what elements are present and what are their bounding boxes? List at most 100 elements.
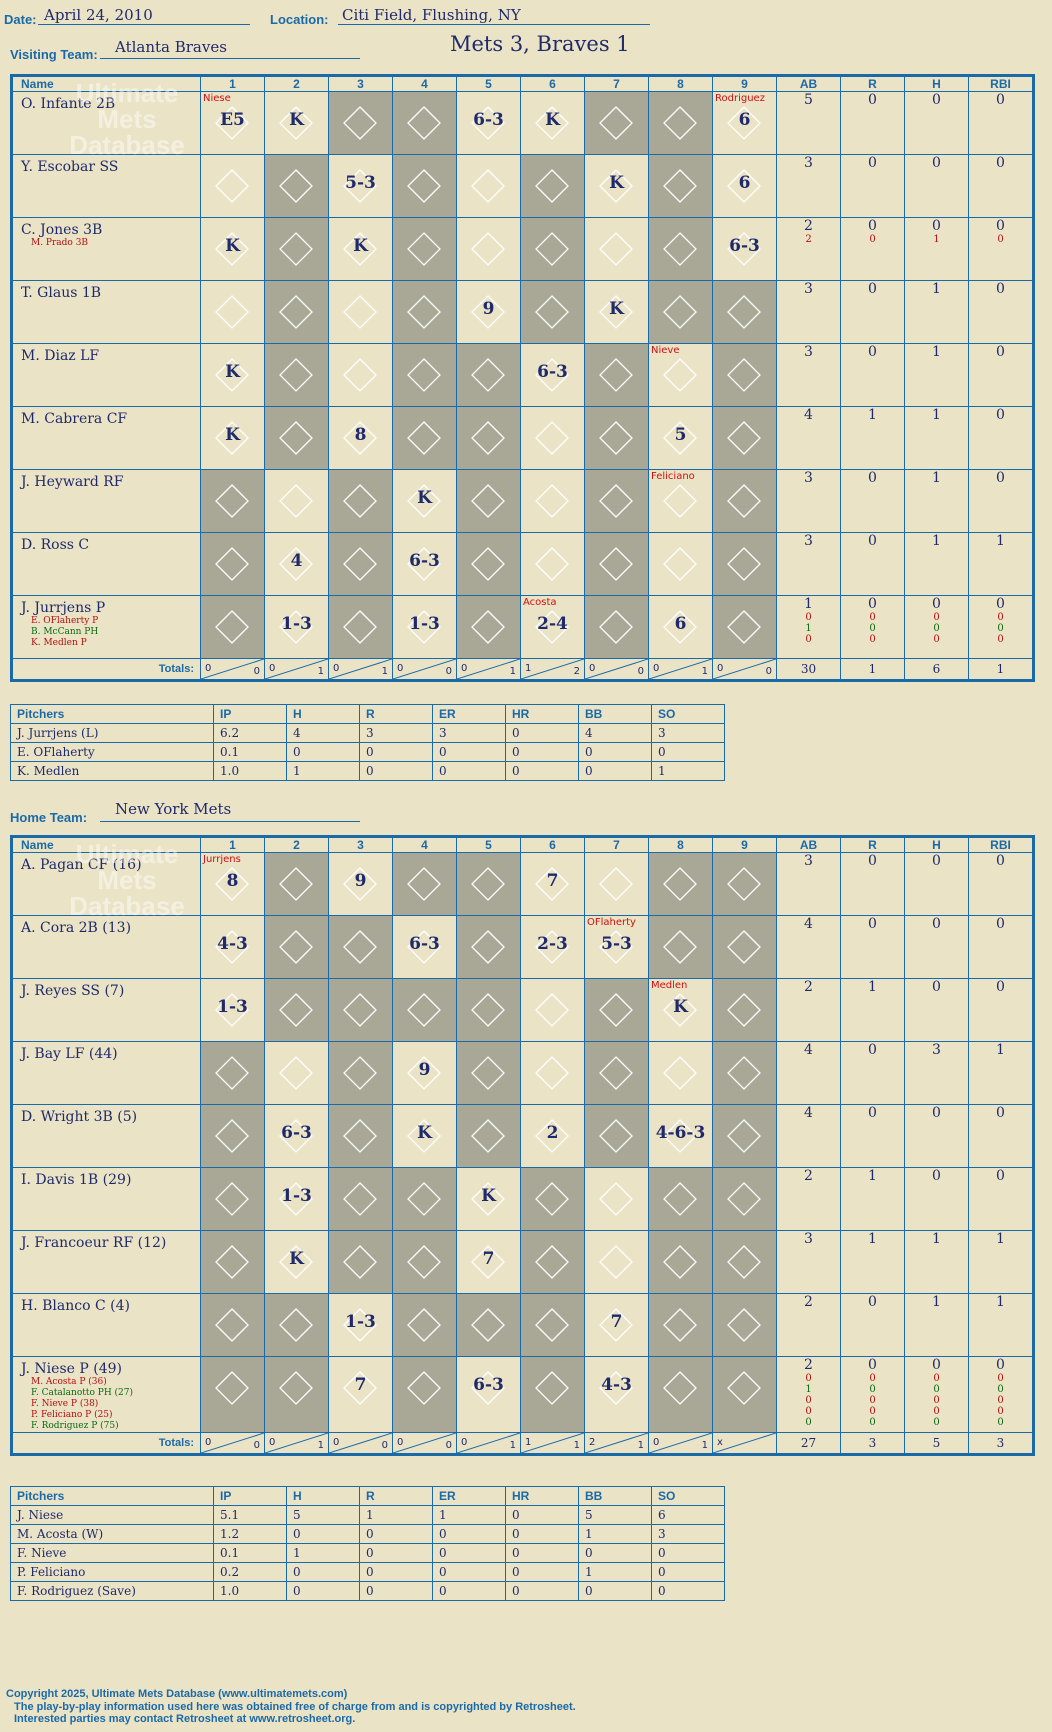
inning-cell-5[interactable]: 6-3 xyxy=(456,91,521,155)
inning-cell-4[interactable]: K xyxy=(392,469,457,533)
inning-cell-9[interactable]: 6 Rodriguez xyxy=(712,91,777,155)
inning-cell-1[interactable] xyxy=(200,1041,265,1105)
inning-cell-6[interactable] xyxy=(520,532,585,596)
inning-cell-8[interactable] xyxy=(648,1041,713,1105)
inning-cell-4[interactable] xyxy=(392,154,457,218)
inning-cell-9[interactable] xyxy=(712,406,777,470)
inning-cell-1[interactable] xyxy=(200,154,265,218)
inning-cell-4[interactable] xyxy=(392,1356,457,1433)
inning-cell-3[interactable] xyxy=(328,915,393,979)
inning-cell-2[interactable]: 1-3 xyxy=(264,1167,329,1231)
inning-cell-2[interactable]: K xyxy=(264,1230,329,1294)
inning-cell-5[interactable] xyxy=(456,915,521,979)
inning-cell-8[interactable]: 4-6-3 xyxy=(648,1104,713,1168)
inning-cell-6[interactable] xyxy=(520,406,585,470)
inning-cell-4[interactable]: 1-3 xyxy=(392,595,457,659)
inning-cell-9[interactable] xyxy=(712,1041,777,1105)
inning-cell-4[interactable]: 6-3 xyxy=(392,532,457,596)
inning-cell-4[interactable] xyxy=(392,280,457,344)
inning-cell-4[interactable] xyxy=(392,978,457,1042)
inning-cell-5[interactable]: 6-3 xyxy=(456,1356,521,1433)
inning-cell-1[interactable]: 1-3 xyxy=(200,978,265,1042)
inning-cell-1[interactable] xyxy=(200,1104,265,1168)
inning-cell-9[interactable] xyxy=(712,532,777,596)
inning-cell-4[interactable] xyxy=(392,343,457,407)
inning-cell-4[interactable] xyxy=(392,406,457,470)
inning-cell-8[interactable] xyxy=(648,91,713,155)
inning-cell-4[interactable]: 9 xyxy=(392,1041,457,1105)
inning-cell-5[interactable] xyxy=(456,1041,521,1105)
inning-cell-5[interactable] xyxy=(456,154,521,218)
inning-cell-6[interactable] xyxy=(520,1041,585,1105)
inning-cell-4[interactable]: K xyxy=(392,1104,457,1168)
inning-cell-9[interactable] xyxy=(712,915,777,979)
inning-cell-4[interactable]: 6-3 xyxy=(392,915,457,979)
inning-cell-1[interactable]: 4-3 xyxy=(200,915,265,979)
inning-cell-3[interactable] xyxy=(328,532,393,596)
inning-cell-5[interactable] xyxy=(456,406,521,470)
inning-cell-7[interactable] xyxy=(584,852,649,916)
inning-cell-8[interactable]: 5 xyxy=(648,406,713,470)
inning-cell-7[interactable]: 7 xyxy=(584,1293,649,1357)
inning-cell-8[interactable] xyxy=(648,280,713,344)
inning-cell-6[interactable]: 2-3 xyxy=(520,915,585,979)
inning-cell-2[interactable]: 4 xyxy=(264,532,329,596)
inning-cell-7[interactable] xyxy=(584,217,649,281)
inning-cell-9[interactable] xyxy=(712,1230,777,1294)
inning-cell-6[interactable] xyxy=(520,217,585,281)
inning-cell-8[interactable] xyxy=(648,532,713,596)
inning-cell-7[interactable] xyxy=(584,469,649,533)
inning-cell-8[interactable] xyxy=(648,217,713,281)
inning-cell-4[interactable] xyxy=(392,1167,457,1231)
inning-cell-2[interactable] xyxy=(264,280,329,344)
inning-cell-6[interactable] xyxy=(520,1167,585,1231)
inning-cell-5[interactable] xyxy=(456,217,521,281)
inning-cell-1[interactable]: K xyxy=(200,406,265,470)
inning-cell-4[interactable] xyxy=(392,852,457,916)
inning-cell-3[interactable] xyxy=(328,978,393,1042)
inning-cell-9[interactable] xyxy=(712,280,777,344)
inning-cell-2[interactable] xyxy=(264,1293,329,1357)
inning-cell-8[interactable] xyxy=(648,852,713,916)
inning-cell-8[interactable] xyxy=(648,154,713,218)
inning-cell-6[interactable] xyxy=(520,978,585,1042)
inning-cell-5[interactable]: 7 xyxy=(456,1230,521,1294)
inning-cell-3[interactable] xyxy=(328,1041,393,1105)
inning-cell-8[interactable] xyxy=(648,1356,713,1433)
inning-cell-3[interactable]: 1-3 xyxy=(328,1293,393,1357)
inning-cell-3[interactable] xyxy=(328,343,393,407)
inning-cell-6[interactable] xyxy=(520,154,585,218)
inning-cell-8[interactable] xyxy=(648,1167,713,1231)
inning-cell-9[interactable] xyxy=(712,852,777,916)
inning-cell-7[interactable]: K xyxy=(584,154,649,218)
inning-cell-2[interactable] xyxy=(264,978,329,1042)
inning-cell-9[interactable] xyxy=(712,1167,777,1231)
inning-cell-2[interactable] xyxy=(264,1041,329,1105)
inning-cell-2[interactable] xyxy=(264,406,329,470)
inning-cell-1[interactable]: E5 Niese xyxy=(200,91,265,155)
inning-cell-1[interactable]: 8 Jurrjens xyxy=(200,852,265,916)
inning-cell-5[interactable] xyxy=(456,469,521,533)
inning-cell-3[interactable]: 9 xyxy=(328,852,393,916)
inning-cell-9[interactable] xyxy=(712,1356,777,1433)
inning-cell-6[interactable] xyxy=(520,1230,585,1294)
inning-cell-7[interactable]: 5-3 OFlaherty xyxy=(584,915,649,979)
inning-cell-2[interactable]: 1-3 xyxy=(264,595,329,659)
inning-cell-7[interactable] xyxy=(584,978,649,1042)
inning-cell-6[interactable]: 2-4 Acosta xyxy=(520,595,585,659)
inning-cell-3[interactable] xyxy=(328,1230,393,1294)
inning-cell-5[interactable] xyxy=(456,595,521,659)
inning-cell-9[interactable] xyxy=(712,978,777,1042)
inning-cell-2[interactable] xyxy=(264,915,329,979)
inning-cell-1[interactable]: K xyxy=(200,343,265,407)
inning-cell-5[interactable] xyxy=(456,978,521,1042)
inning-cell-5[interactable] xyxy=(456,532,521,596)
inning-cell-7[interactable] xyxy=(584,1104,649,1168)
inning-cell-8[interactable]: 6 xyxy=(648,595,713,659)
inning-cell-1[interactable] xyxy=(200,1230,265,1294)
inning-cell-6[interactable]: 6-3 xyxy=(520,343,585,407)
inning-cell-4[interactable] xyxy=(392,217,457,281)
inning-cell-7[interactable] xyxy=(584,1041,649,1105)
inning-cell-1[interactable] xyxy=(200,595,265,659)
inning-cell-6[interactable] xyxy=(520,1356,585,1433)
